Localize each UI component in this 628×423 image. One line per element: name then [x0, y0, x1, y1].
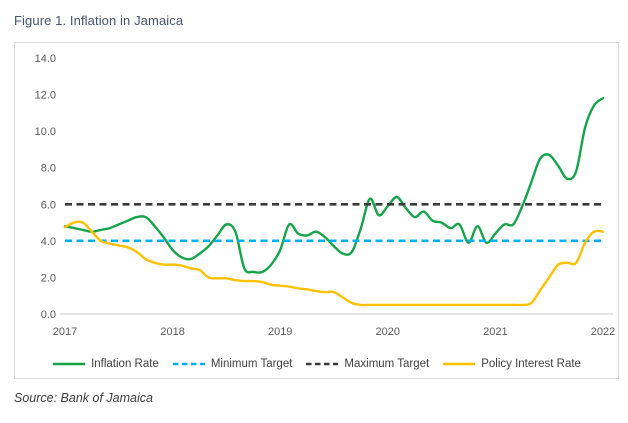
x-tick-label: 2018: [160, 326, 184, 338]
y-tick-label: 4.0: [41, 236, 56, 248]
policy-interest-rate-line: [63, 220, 605, 307]
y-tick-label: 8.0: [41, 163, 56, 175]
chart-svg: 0.0 2.0 4.0 6.0 8.0 10.0 12.0 14.0 2017 2018 2019 2…: [35, 53, 616, 338]
chart-legend: Inflation Rate Minimum Target Maximum Targ…: [15, 354, 618, 374]
y-tick-label: 12.0: [35, 90, 56, 102]
x-tick-label: 2020: [376, 326, 400, 338]
x-tick-label: 2022: [591, 326, 615, 338]
y-tick-label: 10.0: [35, 126, 56, 138]
chart-area: 0.0 2.0 4.0 6.0 8.0 10.0 12.0 14.0 2017 2018 2019 2…: [14, 42, 619, 379]
legend-item-minimum-target: Minimum Target: [172, 358, 293, 370]
legend-item-policy-interest-rate: Policy Interest Rate: [442, 358, 581, 370]
y-tick-label: 0.0: [41, 309, 56, 321]
source-note: Source: Bank of Jamaica: [14, 391, 153, 405]
x-tick-label: 2019: [268, 326, 292, 338]
legend-label: Inflation Rate: [91, 358, 159, 370]
legend-label: Maximum Target: [344, 358, 430, 370]
y-tick-label: 6.0: [41, 199, 56, 211]
x-tick-label: 2017: [53, 326, 77, 338]
x-tick-label: 2021: [483, 326, 507, 338]
legend-item-maximum-target: Maximum Target: [305, 358, 429, 370]
legend-swatch-icon: [172, 362, 205, 366]
inflation-rate-line: [63, 97, 605, 274]
legend-label: Policy Interest Rate: [481, 358, 581, 370]
legend-swatch-icon: [53, 362, 86, 366]
legend-label: Minimum Target: [210, 358, 293, 370]
y-tick-label: 2.0: [41, 272, 56, 284]
y-tick-label: 14.0: [35, 53, 56, 65]
legend-swatch-icon: [443, 362, 476, 366]
figure-title: Figure 1. Inflation in Jamaica: [14, 13, 184, 28]
legend-item-inflation-rate: Inflation Rate: [52, 358, 159, 370]
legend-swatch-icon: [306, 362, 339, 366]
